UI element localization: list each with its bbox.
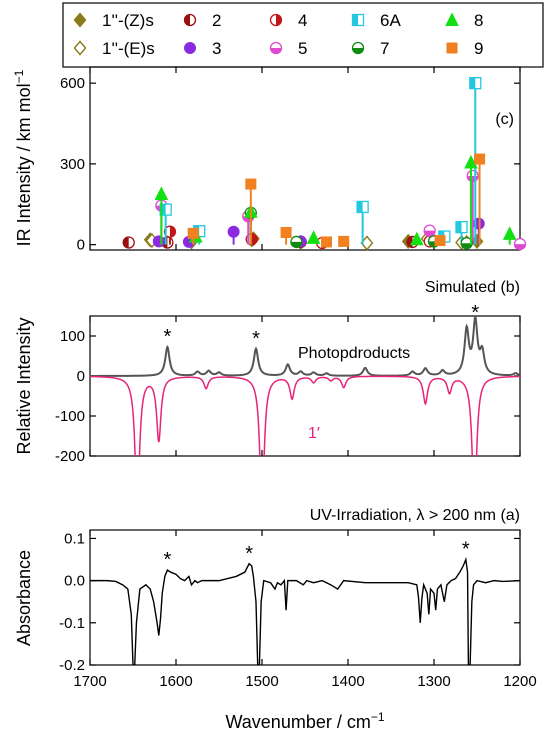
x-tick-label: 1300 [417, 673, 450, 690]
point-s8 [464, 154, 478, 169]
panel-a-label: UV-Irradiation, λ > 200 nm (a) [310, 507, 520, 524]
legend-marker-s9 [446, 42, 458, 54]
peak-star: * [252, 328, 260, 350]
y-tick-label: -100 [55, 408, 85, 425]
legend-label-s8: 8 [474, 11, 483, 30]
peak-star: * [164, 326, 172, 348]
point-s2 [122, 236, 135, 249]
legend-label-s9: 9 [474, 39, 483, 58]
y-axis-label-b: Relative Intensity [14, 317, 34, 454]
point-s4 [163, 225, 177, 238]
peak-star: * [462, 539, 470, 561]
peak-star: * [471, 302, 479, 324]
peak-star: * [245, 543, 253, 565]
y-tick-label: 600 [60, 75, 85, 92]
legend-marker-s3 [184, 42, 196, 54]
legend-label-s5: 5 [298, 39, 307, 58]
point-s8 [409, 231, 424, 246]
x-tick-label: 1500 [245, 673, 278, 690]
point-s9 [187, 227, 199, 239]
parent-label: 1′ [308, 425, 320, 442]
x-tick-label: 1600 [159, 673, 192, 690]
x-axis: 1700 1600 1500 1400 1300 1200 [73, 673, 536, 690]
legend-label-s7: 7 [380, 39, 389, 58]
point-s7 [290, 235, 303, 249]
panel-c-label: (c) [495, 111, 514, 128]
point-s9 [338, 235, 350, 247]
point-s8 [502, 226, 517, 240]
legend-label-s3: 3 [212, 39, 221, 58]
legend-marker-s6A [351, 13, 365, 27]
legend-marker-s2 [183, 13, 197, 27]
legend: 1''-(Z)s 1''-(E)s 2 3 4 5 6A 7 8 9 [62, 2, 544, 68]
point-s6A [356, 200, 369, 214]
legend-marker-s4 [269, 13, 283, 27]
point-s9 [245, 178, 257, 190]
x-axis-label: Wavenumber / cm−1 [225, 710, 384, 732]
panel-b-frame [89, 315, 521, 457]
y-tick-label: -0.2 [59, 657, 85, 674]
y-tick-label: 0.1 [64, 530, 85, 547]
legend-marker-s7 [351, 41, 365, 55]
legend-marker-s5 [269, 41, 283, 55]
x-tick-label: 1200 [503, 673, 536, 690]
y-tick-label: -0.1 [59, 615, 85, 632]
point-s3 [152, 235, 165, 248]
legend-label-Zs: 1''-(Z)s [102, 11, 154, 30]
spectrum-photoproducts [90, 316, 520, 377]
legend-label-Es: 1''-(E)s [102, 39, 155, 58]
point-s6A [455, 220, 468, 234]
y-tick-label: 300 [60, 156, 85, 173]
point-s9 [280, 227, 292, 239]
point-s5 [423, 224, 436, 237]
y-axis-label-a: Absorbance [14, 550, 34, 646]
point-s9 [434, 235, 446, 247]
panel-a-plot: -0.2 -0.1 0.0 0.1 * * * [59, 530, 521, 674]
point-s6A [469, 76, 482, 90]
point-s3 [227, 225, 240, 238]
point-s6A [159, 203, 172, 216]
x-tick-label: 1400 [331, 673, 364, 690]
legend-label-s2: 2 [212, 11, 221, 30]
y-tick-label: 0 [77, 368, 85, 385]
legend-marker-Zs [73, 12, 87, 28]
y-tick-label: -200 [55, 448, 85, 465]
y-tick-label: 100 [60, 328, 85, 345]
point-s8 [154, 186, 169, 201]
panel-c-plot: 0 300 600 [60, 67, 527, 254]
panel-c-frame [89, 66, 521, 251]
legend-label-s4: 4 [298, 11, 307, 30]
panel-b-label: Simulated (b) [425, 279, 520, 296]
y-axis-label-c: IR Intensity / km mol−1 [12, 69, 34, 246]
point-s9 [321, 236, 332, 248]
peak-star: * [164, 549, 172, 571]
panel-a-frame [89, 529, 521, 666]
point-s9 [474, 153, 486, 165]
spectrum-parent [90, 375, 520, 456]
point-s5 [466, 169, 479, 183]
point-s8 [306, 230, 321, 244]
point-s5 [513, 237, 527, 251]
legend-marker-s8 [445, 12, 459, 26]
point-s7 [460, 237, 473, 250]
absorbance-spectrum [90, 556, 520, 665]
panel-b-plot: -200 -100 0 100 * * * [55, 302, 521, 465]
legend-label-s6A: 6A [380, 11, 401, 30]
y-tick-label: 0.0 [64, 573, 85, 590]
legend-marker-Es [73, 40, 87, 56]
y-tick-label: 0 [77, 237, 85, 254]
photoproducts-label: Photopdroducts [298, 345, 410, 362]
x-tick-label: 1700 [73, 673, 106, 690]
